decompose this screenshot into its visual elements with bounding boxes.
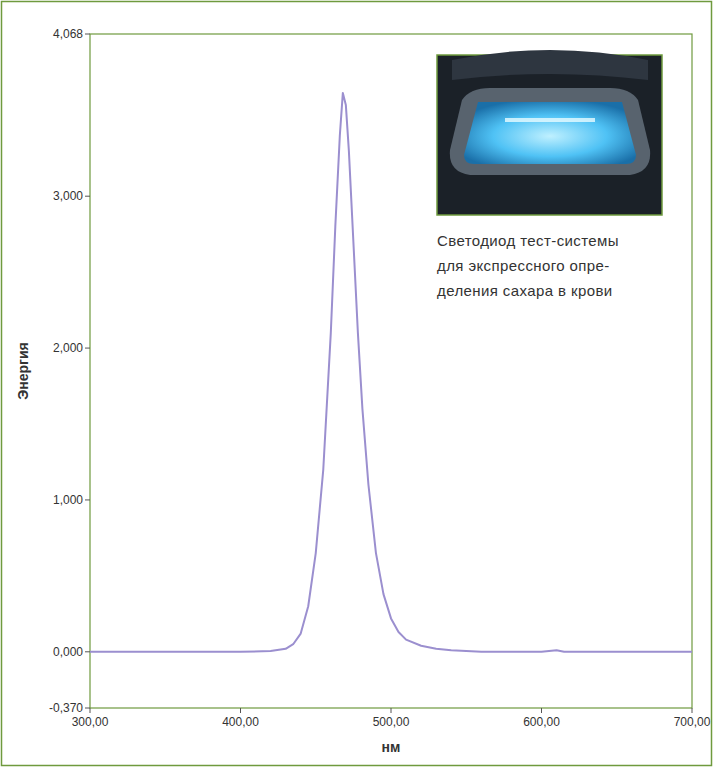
y-axis-title: Энергия — [15, 342, 31, 399]
x-tick-label: 700,00 — [674, 715, 711, 729]
x-tick — [692, 708, 693, 713]
y-tick-label: -0,370 — [49, 701, 83, 715]
x-tick-label: 500,00 — [373, 715, 410, 729]
y-tick-label: 0,000 — [53, 645, 83, 659]
photo-caption: Светодиод тест-системы — [437, 232, 619, 249]
photo-background — [437, 55, 662, 215]
spectrum-line — [90, 93, 692, 652]
y-tick — [85, 651, 90, 652]
y-tick — [85, 348, 90, 349]
y-tick — [85, 196, 90, 197]
x-tick — [391, 708, 392, 713]
inset-photo — [437, 50, 662, 215]
y-tick — [85, 499, 90, 500]
photo-caption: для экспрессного опре- — [437, 257, 610, 274]
photo-strip — [505, 118, 595, 122]
x-tick-label: 400,00 — [222, 715, 259, 729]
y-tick — [85, 34, 90, 35]
y-tick-label: 4,068 — [53, 27, 83, 41]
x-tick-label: 300,00 — [72, 715, 109, 729]
y-tick-label: 1,000 — [53, 493, 83, 507]
photo-caption: деления сахара в крови — [437, 282, 613, 299]
y-tick — [85, 708, 90, 709]
y-tick-label: 2,000 — [53, 341, 83, 355]
plot-frame — [90, 34, 692, 708]
x-tick — [240, 708, 241, 713]
x-tick-label: 600,00 — [523, 715, 560, 729]
photo-bezel — [450, 88, 650, 175]
y-tick-label: 3,000 — [53, 189, 83, 203]
x-tick — [541, 708, 542, 713]
photo-device-top — [452, 50, 648, 80]
chart: -0,370 0,000 1,000 2,000 3,000 4,068 300,00 400… — [0, 0, 713, 767]
outer-frame — [2, 2, 712, 766]
photo-led-window — [464, 102, 636, 164]
series-group — [90, 93, 692, 652]
x-axis-title: нм — [382, 739, 401, 755]
x-tick — [90, 708, 91, 713]
